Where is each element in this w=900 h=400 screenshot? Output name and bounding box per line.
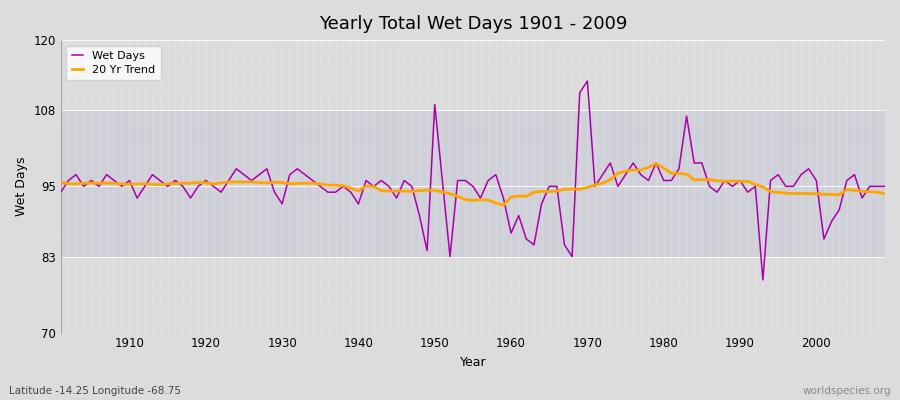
- Title: Yearly Total Wet Days 1901 - 2009: Yearly Total Wet Days 1901 - 2009: [319, 15, 627, 33]
- 20 Yr Trend: [506, 195, 517, 200]
- Y-axis label: Wet Days: Wet Days: [15, 156, 28, 216]
- Wet Days: [284, 172, 295, 177]
- 20 Yr Trend: [879, 191, 890, 196]
- Text: worldspecies.org: worldspecies.org: [803, 386, 891, 396]
- 20 Yr Trend: [284, 181, 295, 186]
- 20 Yr Trend: [330, 183, 341, 188]
- 20 Yr Trend: [651, 161, 661, 166]
- X-axis label: Year: Year: [460, 356, 486, 369]
- Wet Days: [605, 160, 616, 165]
- Wet Days: [116, 184, 127, 189]
- 20 Yr Trend: [116, 182, 127, 186]
- Wet Days: [758, 278, 769, 282]
- Text: Latitude -14.25 Longitude -68.75: Latitude -14.25 Longitude -68.75: [9, 386, 181, 396]
- Wet Days: [56, 190, 67, 194]
- Wet Days: [879, 184, 890, 189]
- 20 Yr Trend: [513, 194, 524, 198]
- 20 Yr Trend: [498, 203, 508, 208]
- 20 Yr Trend: [56, 180, 67, 185]
- Legend: Wet Days, 20 Yr Trend: Wet Days, 20 Yr Trend: [67, 46, 160, 80]
- Line: Wet Days: Wet Days: [61, 81, 885, 280]
- Bar: [61, 110, 885, 256]
- Line: 20 Yr Trend: 20 Yr Trend: [61, 164, 885, 205]
- 20 Yr Trend: [605, 177, 616, 182]
- Wet Days: [582, 79, 593, 84]
- Wet Days: [498, 196, 508, 200]
- Wet Days: [506, 231, 517, 236]
- Wet Days: [330, 190, 341, 194]
